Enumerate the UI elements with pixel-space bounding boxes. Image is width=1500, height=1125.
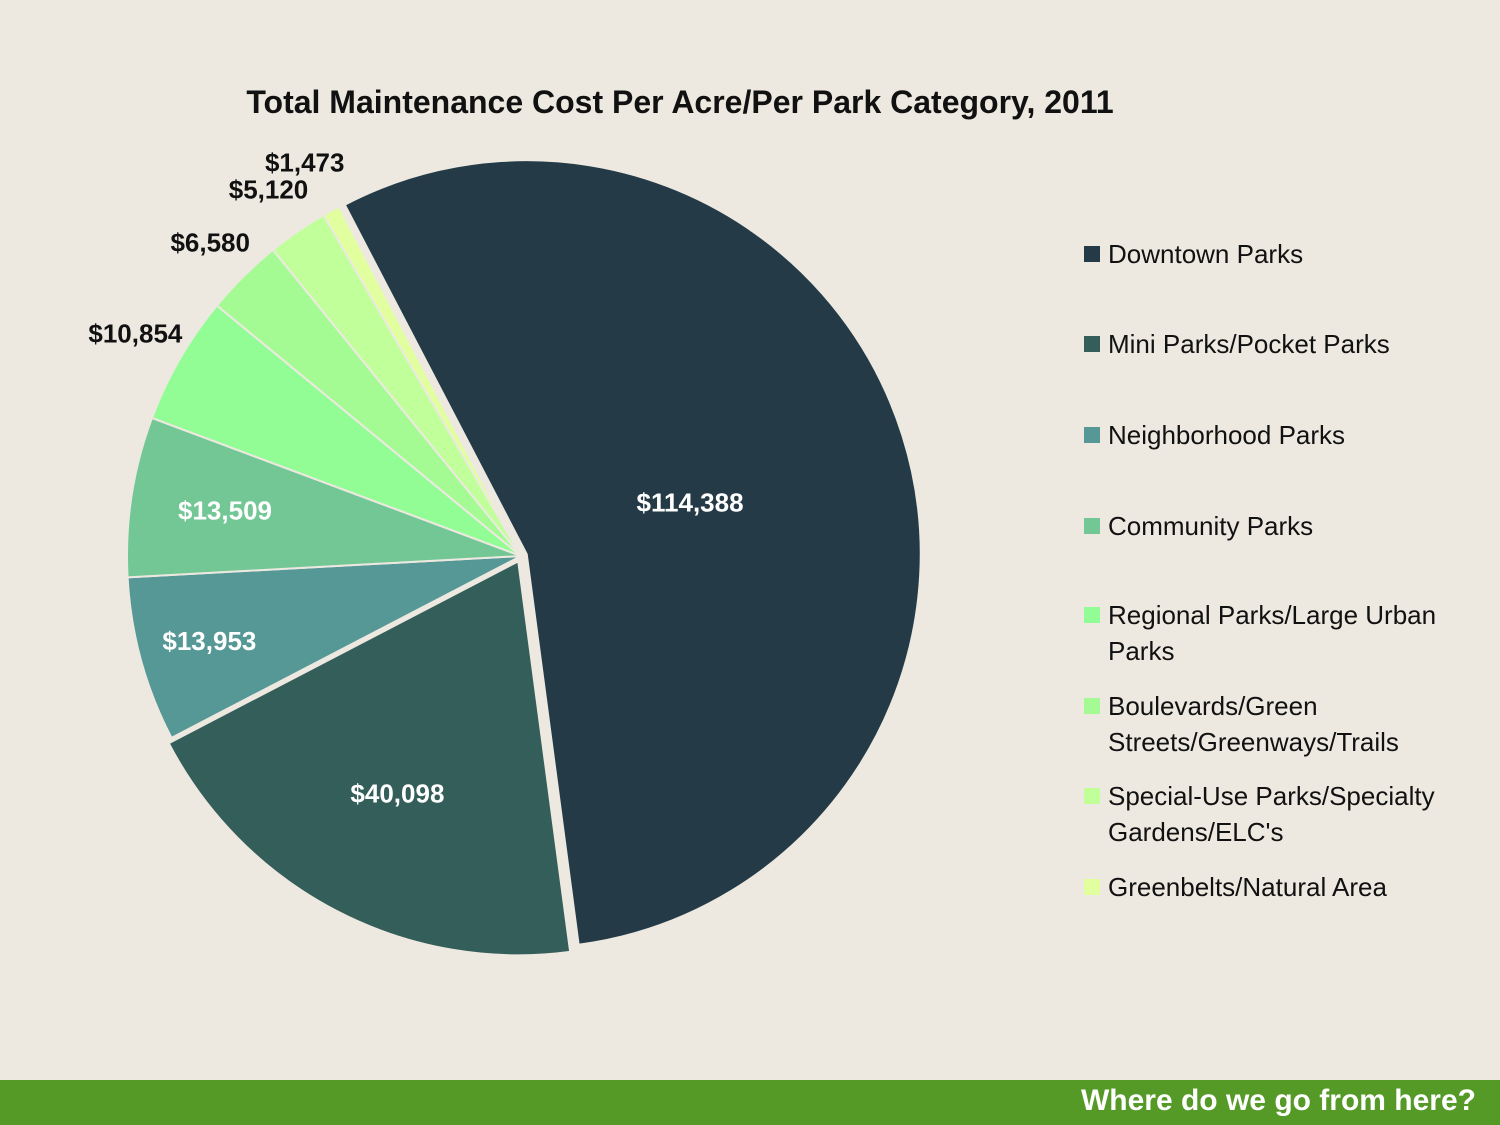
legend-label: Greenbelts/Natural Area (1108, 872, 1387, 902)
footer-tagline: Where do we go from here? (1080, 1084, 1476, 1117)
pie-slice-3 (126, 555, 522, 740)
data-label-3: $13,953 (162, 626, 256, 656)
data-label-2: $40,098 (350, 779, 444, 809)
legend-label: Downtown Parks (1108, 239, 1304, 269)
data-label-5: $10,854 (88, 318, 183, 348)
pie-chart: $114,388 $40,098 $13,953 $13,509 $10,854 $6,5… (88, 147, 922, 957)
data-label-1: $114,388 (637, 488, 744, 518)
legend-swatch (1084, 427, 1100, 443)
pie-slice-2 (167, 559, 572, 957)
legend-swatch (1084, 788, 1100, 804)
legend-label: Mini Parks/Pocket Parks (1108, 329, 1390, 359)
pie-slice-4 (126, 416, 522, 579)
legend-label: Boulevards/Green Streets/Greenways/Trails (1108, 691, 1399, 757)
legend-label: Regional Parks/Large Urban Parks (1108, 600, 1437, 666)
legend-swatch (1084, 879, 1100, 895)
footer-bar: Where do we go from here? (0, 1080, 1500, 1125)
legend-label: Special-Use Parks/Specialty Gardens/ELC's (1108, 781, 1435, 847)
legend-swatch (1084, 246, 1100, 262)
data-label-6: $6,580 (170, 228, 250, 258)
legend-swatch (1084, 607, 1100, 623)
data-label-7: $5,120 (229, 174, 309, 204)
legend-label: Community Parks (1108, 511, 1314, 541)
pie-slice-8 (322, 205, 522, 557)
pie-slice-1 (343, 159, 922, 946)
data-label-8: $1,473 (265, 147, 345, 177)
legend-swatch (1084, 698, 1100, 714)
chart-title: Total Maintenance Cost Per Acre/Per Park… (246, 84, 1114, 120)
legend-swatch (1084, 518, 1100, 534)
legend-label: Neighborhood Parks (1108, 420, 1346, 450)
legend-swatch (1084, 336, 1100, 352)
data-label-4: $13,509 (178, 496, 272, 526)
